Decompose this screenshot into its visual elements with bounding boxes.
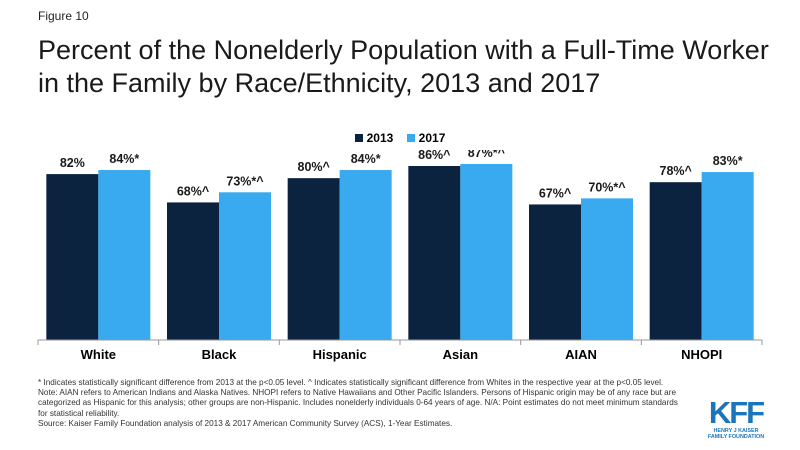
data-label-2017-nhopi: 83%* [713, 154, 743, 168]
bar-2017-white [98, 170, 151, 340]
legend-label-2013: 2013 [366, 131, 394, 145]
bar-2013-aian [529, 204, 581, 340]
bar-2013-white [46, 174, 99, 340]
legend-swatch-2017 [406, 134, 415, 142]
logo-line-2: FAMILY FOUNDATION [707, 434, 765, 440]
data-label-2013-nhopi: 78%^ [660, 164, 693, 178]
bar-2013-nhopi [649, 182, 702, 340]
data-label-2013-black: 68%^ [177, 184, 210, 198]
data-label-2017-white: 84%* [109, 152, 139, 166]
logo-line-1: HENRY J KAISER [713, 428, 759, 434]
data-label-2017-hispanic: 84%* [351, 152, 381, 166]
figure-label: Figure 10 [38, 9, 89, 23]
x-tick-label-asian: Asian [443, 347, 478, 362]
legend-item-2013: 2013 [354, 131, 394, 145]
data-label-2017-black: 73%*^ [226, 174, 264, 188]
bar-2013-hispanic [287, 178, 340, 340]
data-label-2013-hispanic: 80%^ [298, 160, 331, 174]
footnote-significance: * Indicates statistically significant di… [38, 378, 664, 387]
x-tick-label-hispanic: Hispanic [313, 347, 367, 362]
bar-2017-asian [460, 163, 513, 340]
bar-2017-black [219, 192, 271, 340]
legend-item-2017: 2017 [406, 131, 446, 145]
legend: 2013 2017 [0, 131, 800, 145]
data-label-2017-asian: 87%*^ [468, 150, 506, 160]
x-tick-label-black: Black [202, 347, 237, 362]
kff-logo: KFF HENRY J KAISER FAMILY FOUNDATION [700, 395, 772, 440]
bar-chart: 82% 84%* White 68%^ 73%*^ Black 80%^ 84%* Hispan… [37, 150, 763, 362]
footnote-note: Note: AIAN refers to American Indians an… [38, 388, 678, 418]
x-tick-label-white: White [81, 347, 116, 362]
bar-2017-aian [581, 198, 633, 340]
logo-mark: KFF [708, 395, 765, 430]
data-label-2013-white: 82% [60, 156, 85, 170]
bar-2017-nhopi [701, 172, 754, 340]
data-label-2013-aian: 67%^ [539, 186, 572, 200]
data-label-2013-asian: 86%^ [418, 150, 451, 162]
data-label-2017-aian: 70%*^ [588, 180, 626, 194]
chart-title: Percent of the Nonelderly Population wit… [38, 35, 769, 98]
footnote-source: Source: Kaiser Family Foundation analysi… [38, 418, 453, 428]
bar-2013-black [167, 202, 219, 340]
footnotes: * Indicates statistically significant di… [38, 378, 678, 429]
x-tick-label-aian: AIAN [565, 347, 597, 362]
legend-swatch-2013 [354, 134, 363, 142]
x-tick-label-nhopi: NHOPI [681, 347, 722, 362]
legend-label-2017: 2017 [418, 131, 446, 145]
bar-2017-hispanic [339, 170, 392, 340]
bar-2013-asian [408, 166, 461, 340]
